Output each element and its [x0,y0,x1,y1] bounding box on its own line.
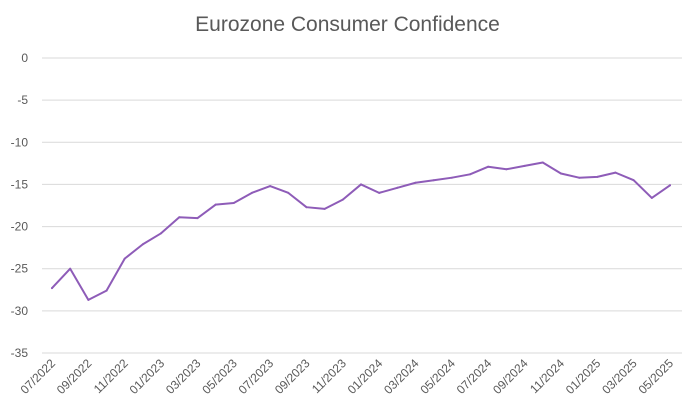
y-axis-ticks: 0 -5 -10 -15 -20 -25 -30 -35 [11,51,29,360]
data-point [269,185,272,188]
data-point [632,179,635,182]
data-point [287,191,290,194]
data-point [250,191,253,194]
y-tick-label: -25 [11,262,29,276]
x-tick-label: 03/2024 [381,356,422,397]
x-tick-label: 11/2024 [527,356,567,396]
data-point [305,206,308,209]
x-tick-label: 07/2024 [454,356,495,397]
data-point [650,196,653,199]
y-tick-label: -5 [17,93,28,107]
data-point [232,201,235,204]
x-tick-label: 05/2024 [417,356,458,397]
x-tick-label: 01/2025 [563,356,604,397]
data-point [432,179,435,182]
x-tick-label: 01/2023 [127,356,168,397]
data-point [160,232,163,235]
data-point [323,207,326,210]
data-point [505,168,508,171]
data-point [523,164,526,167]
x-tick-label: 09/2022 [54,356,95,397]
data-point [396,186,399,189]
data-point [87,298,90,301]
data-point [541,161,544,164]
x-tick-label: 03/2025 [599,356,640,397]
data-point [214,203,217,206]
x-tick-label: 11/2022 [91,356,131,396]
data-point [341,198,344,201]
x-tick-label: 09/2024 [490,356,531,397]
x-tick-label: 07/2023 [236,356,277,397]
data-point [414,181,417,184]
data-point [559,172,562,175]
data-point [196,217,199,220]
gridlines [42,57,682,354]
x-tick-label: 11/2023 [309,356,349,396]
x-tick-label: 07/2022 [18,356,59,397]
y-tick-label: -20 [11,220,29,234]
y-tick-label: -35 [11,346,29,360]
data-point [141,243,144,246]
data-point [360,183,362,186]
data-point [596,175,599,178]
data-point [69,267,72,270]
x-tick-label: 09/2023 [272,356,313,397]
series-layer [51,161,671,301]
data-point [178,216,181,219]
data-point [578,176,581,179]
x-axis-ticks: 07/202209/202211/202201/202303/202305/20… [18,356,677,397]
x-tick-label: 01/2024 [345,356,386,397]
data-point [487,165,490,168]
x-tick-label: 05/2025 [636,356,677,397]
data-point [123,257,126,260]
y-tick-label: -30 [11,304,29,318]
data-point [51,287,53,290]
data-point [614,171,617,174]
y-tick-label: -15 [11,177,29,191]
x-tick-label: 05/2023 [199,356,240,397]
data-point [669,184,671,187]
data-point [450,176,453,179]
chart-title: Eurozone Consumer Confidence [195,13,500,36]
series-line [51,161,671,301]
x-tick-label: 03/2023 [163,356,204,397]
y-tick-label: -10 [11,135,29,149]
y-tick-label: 0 [21,51,28,65]
data-point [469,173,472,176]
data-point [105,289,108,292]
data-point [378,191,381,194]
